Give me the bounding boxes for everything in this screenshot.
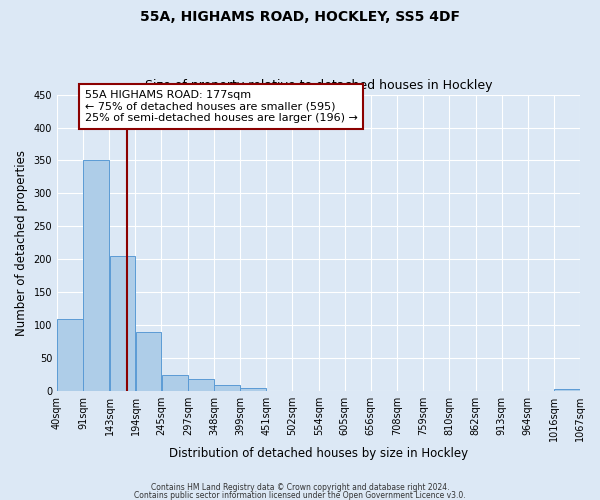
Bar — [136, 332, 161, 391]
Bar — [188, 380, 214, 391]
Bar — [161, 374, 188, 391]
Bar — [83, 160, 109, 391]
Text: 55A, HIGHAMS ROAD, HOCKLEY, SS5 4DF: 55A, HIGHAMS ROAD, HOCKLEY, SS5 4DF — [140, 10, 460, 24]
Bar — [240, 388, 266, 391]
Text: 55A HIGHAMS ROAD: 177sqm
← 75% of detached houses are smaller (595)
25% of semi-: 55A HIGHAMS ROAD: 177sqm ← 75% of detach… — [85, 90, 358, 123]
Bar — [110, 256, 136, 391]
Y-axis label: Number of detached properties: Number of detached properties — [15, 150, 28, 336]
X-axis label: Distribution of detached houses by size in Hockley: Distribution of detached houses by size … — [169, 447, 468, 460]
Bar — [57, 318, 83, 391]
Text: Contains HM Land Registry data © Crown copyright and database right 2024.: Contains HM Land Registry data © Crown c… — [151, 483, 449, 492]
Title: Size of property relative to detached houses in Hockley: Size of property relative to detached ho… — [145, 79, 492, 92]
Bar — [214, 384, 240, 391]
Bar — [554, 389, 580, 391]
Text: Contains public sector information licensed under the Open Government Licence v3: Contains public sector information licen… — [134, 490, 466, 500]
